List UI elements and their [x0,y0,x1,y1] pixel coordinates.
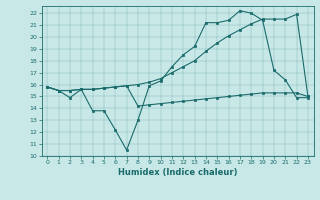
X-axis label: Humidex (Indice chaleur): Humidex (Indice chaleur) [118,168,237,177]
